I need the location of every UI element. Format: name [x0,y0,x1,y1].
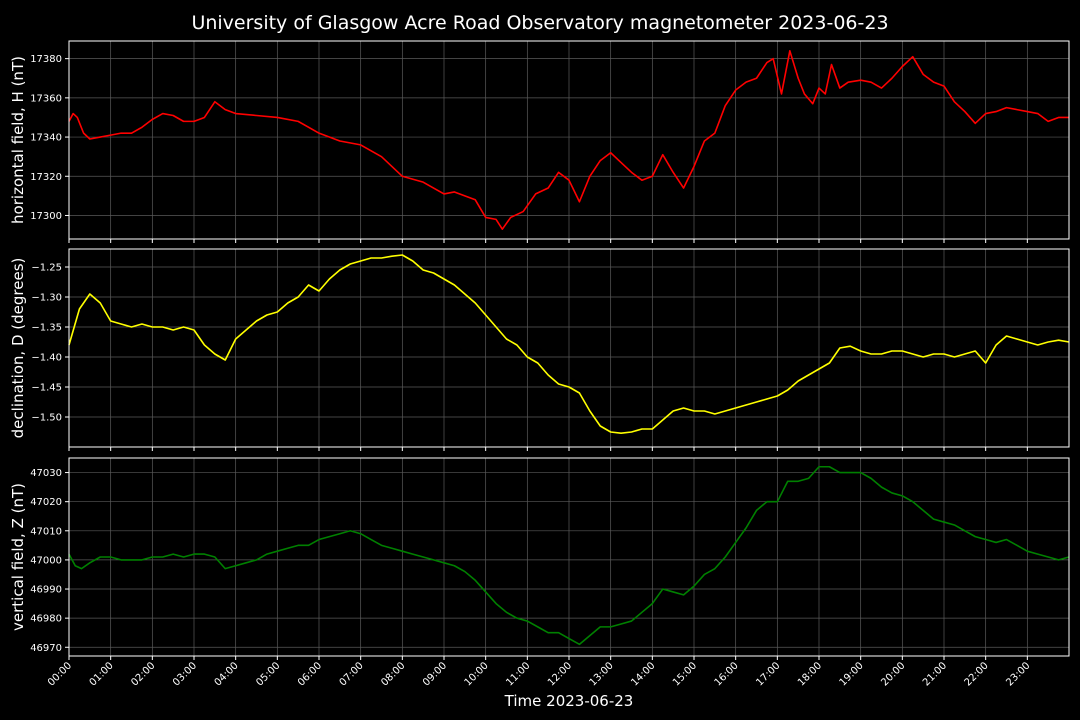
y-tick-label: 17320 [30,172,62,183]
y-tick-label: 17340 [30,133,62,144]
y-tick-label: −1.50 [31,413,62,424]
y-tick-label: 17360 [30,93,62,104]
y-tick-label: 46980 [30,614,62,625]
panel-2: −1.50 −1.45 −1.40 −1.35 −1.30 −1.25 declinatio… [9,248,1070,451]
series-line-1 [68,49,1069,230]
series-line-2 [68,254,1070,435]
series-line-3 [68,465,1070,646]
y-tick-label: −1.30 [31,293,62,304]
y-tick-label: 47000 [30,555,62,566]
y-tick-label: 46990 [30,585,62,596]
y-tick-label: −1.25 [31,263,62,274]
y-tick-label: 47020 [30,497,62,508]
y-axis-label: declination, D (degrees) [9,258,27,439]
y-axis-label: horizontal field, H (nT) [9,56,27,224]
y-tick-label: 46970 [30,643,62,654]
x-axis-label: Time 2023-06-23 [504,692,634,710]
y-tick-label: 47030 [30,468,62,479]
chart-title: University of Glasgow Acre Road Observat… [191,12,888,34]
y-tick-label: 47010 [30,526,62,537]
y-tick-label: 17300 [30,211,62,222]
y-tick-label: 17380 [30,54,62,65]
y-axis-label: vertical field, Z (nT) [9,483,27,631]
y-tick-label: −1.35 [31,323,62,334]
y-tick-label: −1.45 [31,383,62,394]
y-tick-label: −1.40 [31,353,62,364]
